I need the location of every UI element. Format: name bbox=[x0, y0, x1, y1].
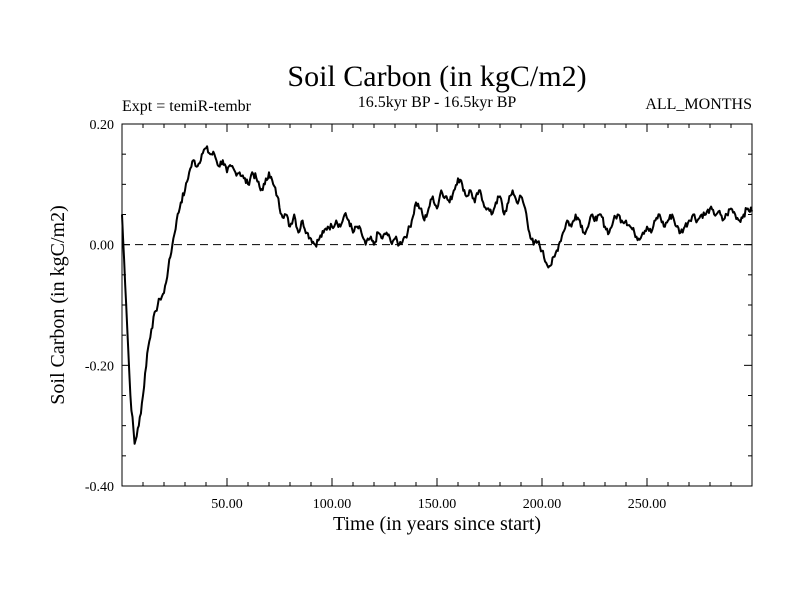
period-label: 16.5kyr BP - 16.5kyr BP bbox=[358, 94, 517, 111]
y-tick-label: 0.20 bbox=[90, 118, 115, 133]
x-tick-label: 250.00 bbox=[628, 497, 667, 512]
axis-ticks bbox=[122, 124, 752, 486]
x-tick-label: 100.00 bbox=[313, 497, 352, 512]
plot-frame bbox=[121, 123, 753, 487]
y-axis-label: Soil Carbon (in kgC/m2) bbox=[47, 205, 69, 404]
x-axis-label: Time (in years since start) bbox=[333, 513, 541, 535]
y-tick-label: 0.00 bbox=[90, 239, 115, 254]
x-tick-label: 150.00 bbox=[418, 497, 457, 512]
y-tick-label: -0.40 bbox=[85, 480, 114, 495]
axis-tick-labels: 50.00 100.00 150.00 200.00 250.00 -0.40 -0.20 0… bbox=[85, 118, 666, 512]
soil-carbon-series-line bbox=[121, 145, 753, 445]
x-tick-label: 200.00 bbox=[523, 497, 562, 512]
chart-title: Soil Carbon (in kgC/m2) bbox=[287, 60, 586, 93]
experiment-label: Expt = temiR-tembr bbox=[122, 98, 252, 115]
x-tick-label: 50.00 bbox=[211, 497, 243, 512]
y-tick-label: -0.20 bbox=[85, 359, 114, 374]
months-label: ALL_MONTHS bbox=[645, 96, 752, 113]
